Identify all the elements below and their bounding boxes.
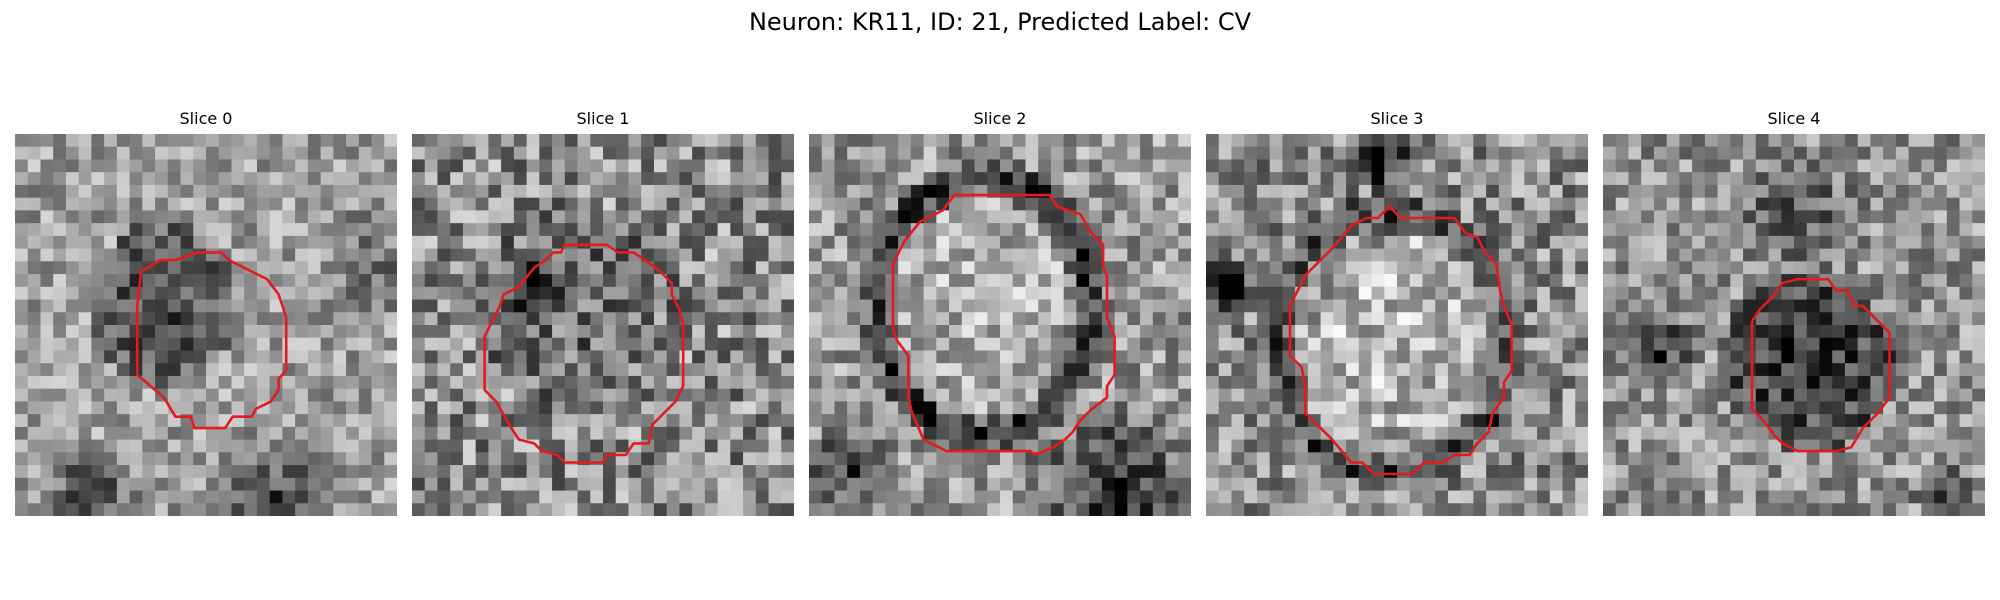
slice-image-4 — [1603, 134, 1985, 516]
figure-title: Neuron: KR11, ID: 21, Predicted Label: C… — [748, 8, 1252, 36]
slice-title: Slice 3 — [1370, 109, 1424, 128]
slice-title: Slice 1 — [576, 109, 630, 128]
slice-image-2 — [809, 134, 1191, 516]
segmentation-outline — [891, 193, 1116, 457]
slice-title: Slice 2 — [973, 109, 1027, 128]
slice-image-3 — [1206, 134, 1588, 516]
slice-title: Slice 0 — [179, 109, 233, 128]
slice-image-0 — [15, 134, 397, 516]
slice-image-1 — [412, 134, 794, 516]
slice-title: Slice 4 — [1767, 109, 1821, 128]
segmentation-outline — [1750, 277, 1891, 453]
segmentation-outline — [1288, 205, 1513, 476]
segmentation-outline — [483, 243, 685, 464]
segmentation-outline — [135, 251, 288, 430]
